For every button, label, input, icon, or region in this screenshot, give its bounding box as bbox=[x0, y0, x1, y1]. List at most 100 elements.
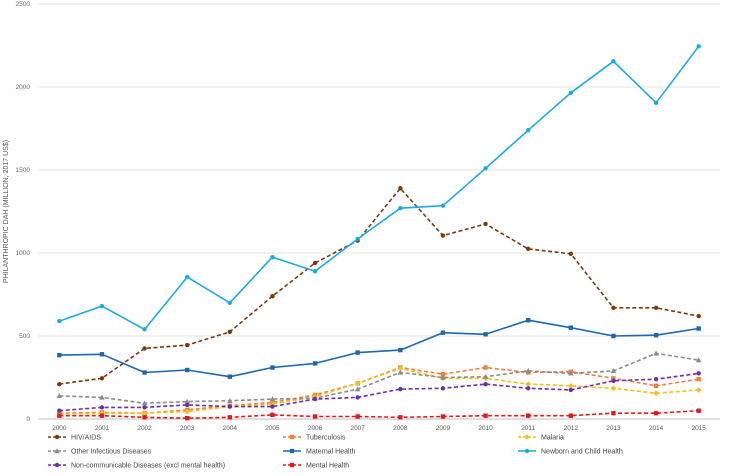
data-point bbox=[440, 203, 446, 208]
legend-item-newborn-and-child-health: Newborn and Child Health bbox=[518, 449, 623, 456]
series-line-malaria bbox=[59, 367, 699, 415]
data-point bbox=[525, 318, 531, 323]
legend-marker bbox=[289, 462, 295, 468]
data-point bbox=[696, 44, 701, 49]
data-point bbox=[184, 415, 190, 421]
x-tick-label: 2008 bbox=[393, 425, 408, 432]
data-point bbox=[57, 381, 62, 387]
data-point bbox=[695, 387, 702, 393]
legend-item-other-infectious-diseases: Other Infectious Diseases bbox=[48, 448, 152, 456]
data-point bbox=[611, 378, 616, 384]
data-point bbox=[227, 300, 233, 305]
series-malaria bbox=[56, 365, 702, 417]
data-point bbox=[483, 332, 488, 337]
data-point bbox=[355, 395, 360, 400]
data-point bbox=[227, 415, 233, 420]
data-point bbox=[99, 413, 105, 418]
data-point bbox=[525, 368, 531, 374]
data-point bbox=[397, 369, 404, 375]
data-point bbox=[227, 404, 233, 409]
data-point bbox=[440, 386, 446, 391]
x-tick-label: 2010 bbox=[478, 425, 493, 432]
data-point bbox=[142, 327, 147, 332]
legend: HIV/AIDS Tuberculosis Malaria Other Infecti… bbox=[48, 434, 623, 470]
data-point bbox=[610, 385, 617, 392]
legend-label: Newborn and Child Health bbox=[541, 449, 623, 456]
data-point bbox=[525, 413, 531, 418]
data-point bbox=[355, 236, 360, 242]
data-point bbox=[653, 383, 659, 388]
data-point bbox=[141, 410, 148, 416]
data-point bbox=[440, 414, 446, 419]
legend-item-tuberculosis: Tuberculosis bbox=[283, 435, 346, 442]
axis-layer: 0 500 1000 1500 2000 2500 PHILANTHROPIC DAH (M… bbox=[3, 1, 706, 432]
data-point bbox=[270, 293, 275, 299]
data-point bbox=[568, 387, 574, 393]
data-point bbox=[568, 413, 574, 418]
legend-marker bbox=[54, 448, 60, 454]
legend-label: Other Infectious Diseases bbox=[71, 449, 152, 456]
series-newborn-and-child-health bbox=[57, 44, 701, 332]
data-point bbox=[142, 415, 147, 420]
data-point bbox=[440, 330, 446, 335]
x-tick-label: 2013 bbox=[606, 425, 621, 432]
data-point bbox=[611, 59, 616, 64]
data-point bbox=[653, 305, 659, 310]
data-point bbox=[482, 373, 489, 379]
data-point bbox=[184, 342, 190, 348]
data-point bbox=[398, 205, 403, 211]
data-point bbox=[142, 405, 147, 410]
legend-marker bbox=[54, 434, 60, 440]
data-point bbox=[525, 386, 531, 391]
series-non-communicable-diseases-excl-mental-health bbox=[57, 371, 701, 413]
data-point bbox=[525, 127, 531, 133]
data-point bbox=[270, 404, 275, 409]
data-point bbox=[57, 408, 62, 413]
series-other-infectious-diseases bbox=[56, 350, 702, 406]
x-tick-label: 2002 bbox=[137, 425, 152, 432]
data-point bbox=[525, 381, 531, 387]
data-point bbox=[440, 374, 446, 380]
data-point bbox=[568, 370, 574, 376]
x-tick-label: 2004 bbox=[223, 425, 238, 432]
data-point bbox=[483, 166, 488, 171]
data-point bbox=[611, 376, 616, 381]
series-line-maternal-health bbox=[59, 319, 699, 378]
data-point bbox=[440, 233, 446, 238]
data-point bbox=[56, 392, 63, 398]
data-point bbox=[696, 326, 701, 331]
data-point bbox=[568, 251, 574, 257]
data-point bbox=[354, 380, 361, 387]
data-point bbox=[525, 246, 531, 252]
y-tick-label: 1500 bbox=[16, 167, 31, 174]
series-line-non-communicable-diseases-excl-mental-health bbox=[59, 372, 699, 412]
series-line-mental-health bbox=[59, 409, 699, 420]
series-line-tuberculosis bbox=[59, 366, 699, 415]
data-point bbox=[397, 365, 404, 372]
data-point bbox=[312, 269, 318, 274]
x-tick-label: 2006 bbox=[308, 425, 323, 432]
data-point bbox=[184, 274, 190, 280]
legend-marker bbox=[289, 448, 295, 454]
legend-item-hiv-aids: HIV/AIDS bbox=[48, 435, 101, 442]
legend-label: Mental Health bbox=[306, 463, 349, 470]
x-tick-label: 2011 bbox=[521, 425, 535, 432]
data-point bbox=[398, 415, 403, 420]
data-point bbox=[270, 254, 275, 260]
data-point bbox=[653, 410, 659, 416]
series-line-hiv-aids bbox=[59, 187, 699, 385]
legend-marker bbox=[524, 434, 530, 440]
data-point bbox=[696, 313, 701, 319]
data-point bbox=[483, 365, 488, 370]
data-point bbox=[99, 376, 105, 381]
data-point bbox=[99, 405, 105, 410]
data-point bbox=[483, 413, 488, 418]
data-point bbox=[270, 412, 275, 418]
x-tick-label: 2015 bbox=[691, 425, 706, 432]
data-point bbox=[611, 305, 616, 310]
grid-layer bbox=[38, 3, 720, 420]
series-maternal-health bbox=[57, 318, 701, 379]
x-tick-label: 2014 bbox=[649, 425, 664, 432]
x-tick-label: 2005 bbox=[265, 425, 280, 432]
legend-label: HIV/AIDS bbox=[71, 435, 101, 442]
